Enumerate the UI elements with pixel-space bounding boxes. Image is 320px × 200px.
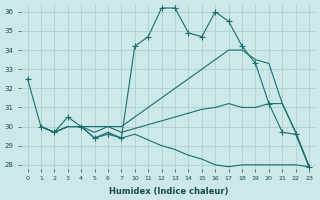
X-axis label: Humidex (Indice chaleur): Humidex (Indice chaleur) bbox=[108, 187, 228, 196]
